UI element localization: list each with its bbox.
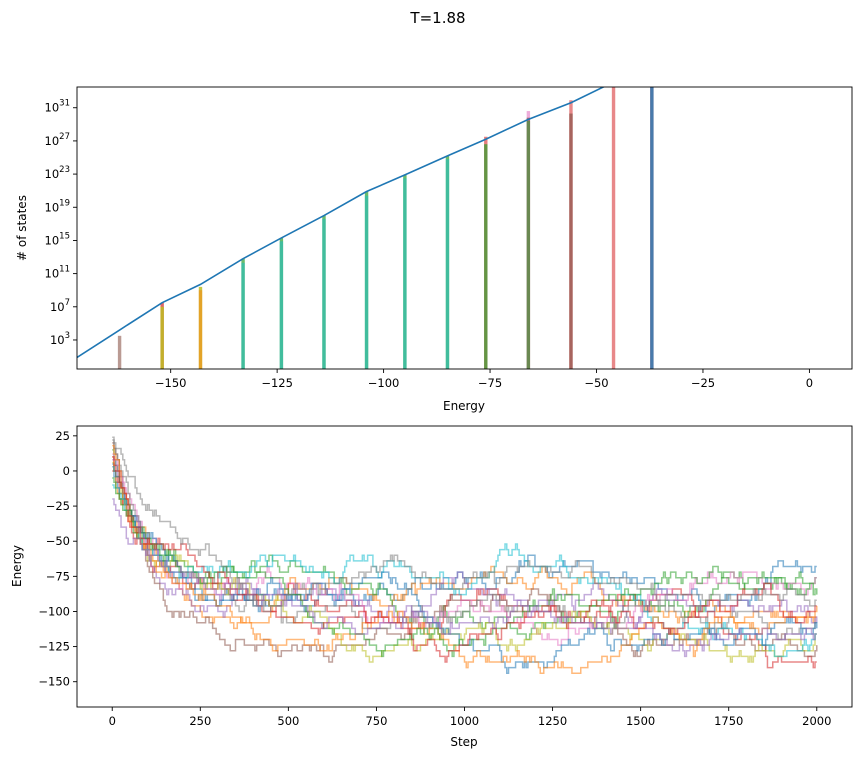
histogram-bar bbox=[526, 121, 531, 369]
top-x-ticks: −150 −125 −100 −75 −50 −25 0 bbox=[155, 369, 813, 390]
y-tick-label: −50 bbox=[46, 534, 70, 548]
top-x-axis-label: Energy bbox=[443, 399, 485, 413]
x-tick-label: 500 bbox=[277, 714, 299, 728]
y-tick-label: 1019 bbox=[45, 198, 70, 214]
histogram-bar bbox=[160, 306, 164, 369]
energy-trace-series bbox=[112, 456, 817, 630]
x-tick-label: 250 bbox=[189, 714, 211, 728]
y-tick-label: 1011 bbox=[45, 265, 70, 281]
y-tick-label: 1031 bbox=[45, 99, 70, 115]
bottom-x-ticks: 0 250 500 750 1000 1250 1500 1750 2000 bbox=[109, 707, 831, 728]
y-tick-label: 1015 bbox=[45, 231, 70, 247]
histogram-bar bbox=[241, 262, 245, 369]
x-tick-label: 0 bbox=[806, 376, 813, 390]
y-tick-label: 1027 bbox=[45, 132, 70, 148]
y-tick-label: 103 bbox=[50, 331, 70, 347]
energy-trace-series bbox=[112, 498, 817, 658]
energy-trace-series bbox=[112, 458, 818, 630]
y-tick-label: −150 bbox=[38, 675, 70, 689]
x-tick-label: 1000 bbox=[450, 714, 479, 728]
x-tick-label: 0 bbox=[109, 714, 116, 728]
histogram-bar bbox=[650, 87, 654, 369]
x-tick-label: 750 bbox=[365, 714, 387, 728]
histogram-bar bbox=[279, 241, 284, 369]
top-y-ticks: 103 107 1011 1015 1019 1023 1027 1031 bbox=[45, 99, 77, 347]
y-tick-label: 107 bbox=[50, 298, 70, 314]
density-line bbox=[77, 87, 606, 359]
top-y-axis-label: # of states bbox=[15, 195, 29, 261]
bottom-y-axis-label: Energy bbox=[10, 545, 24, 587]
histogram-bars bbox=[117, 87, 654, 369]
x-tick-label: −25 bbox=[691, 376, 715, 390]
y-tick-label: −75 bbox=[46, 569, 70, 583]
energy-trace-series bbox=[112, 436, 817, 613]
x-tick-label: 1500 bbox=[626, 714, 655, 728]
x-tick-label: −50 bbox=[584, 376, 608, 390]
y-tick-label: 0 bbox=[63, 464, 70, 478]
x-tick-label: 2000 bbox=[802, 714, 831, 728]
histogram-bar bbox=[569, 113, 573, 369]
y-tick-label: 25 bbox=[55, 429, 70, 443]
histogram-bar bbox=[611, 87, 616, 369]
y-tick-label: −125 bbox=[38, 640, 70, 654]
histogram-bar bbox=[198, 290, 203, 369]
histogram-bar bbox=[403, 178, 407, 369]
histogram-bar bbox=[117, 335, 122, 369]
histogram-bar bbox=[322, 218, 326, 369]
bottom-x-axis-label: Step bbox=[450, 735, 477, 749]
x-tick-label: −150 bbox=[155, 376, 187, 390]
bottom-y-ticks: 25 0 −25 −50 −75 −100 −125 −150 bbox=[38, 429, 77, 689]
energy-trace-axes: 0 250 500 750 1000 1250 1500 1750 2000 250−25−50… bbox=[10, 425, 853, 749]
top-axes-frame bbox=[76, 86, 853, 370]
histogram-bar bbox=[364, 195, 369, 369]
energy-traces bbox=[112, 436, 818, 675]
y-tick-label: 1023 bbox=[45, 165, 70, 181]
x-tick-label: −125 bbox=[261, 376, 293, 390]
x-tick-label: 1250 bbox=[538, 714, 567, 728]
y-tick-label: −25 bbox=[46, 499, 70, 513]
density-of-states-axes: −150 −125 −100 −75 −50 −25 0 103 107 1011 1015 101… bbox=[15, 86, 853, 413]
energy-trace-series bbox=[112, 456, 817, 663]
energy-trace-series bbox=[112, 466, 818, 675]
x-tick-label: −100 bbox=[368, 376, 400, 390]
y-tick-label: −100 bbox=[38, 604, 70, 618]
histogram-bar bbox=[445, 159, 450, 369]
x-tick-label: 1750 bbox=[714, 714, 743, 728]
histogram-bar bbox=[484, 144, 488, 369]
x-tick-label: −75 bbox=[478, 376, 502, 390]
figure-suptitle: T=1.88 bbox=[409, 9, 465, 27]
